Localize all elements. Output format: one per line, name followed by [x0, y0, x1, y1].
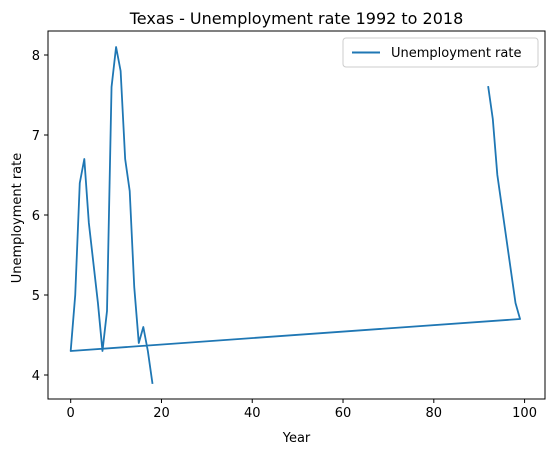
y-tick-label: 5 — [32, 289, 40, 304]
plot-area-frame — [47, 30, 546, 400]
x-axis-ticks: 0 20 40 60 80 100 — [67, 399, 537, 421]
y-tick-label: 6 — [32, 209, 40, 224]
y-axis-ticks: 4 5 6 7 8 — [32, 49, 48, 384]
chart-title: Texas - Unemployment rate 1992 to 2018 — [129, 9, 464, 28]
legend: Unemployment rate — [342, 37, 539, 68]
y-tick-label: 7 — [32, 129, 40, 144]
x-tick-label: 100 — [512, 406, 537, 421]
x-tick-label: 40 — [244, 406, 261, 421]
legend-box — [342, 37, 539, 68]
legend-label-unemployment-rate: Unemployment rate — [391, 46, 521, 61]
y-axis-label: Unemployment rate — [10, 153, 25, 283]
series-layer — [69, 46, 521, 385]
y-tick-label: 8 — [32, 49, 40, 64]
x-tick-label: 80 — [426, 406, 443, 421]
x-tick-label: 20 — [153, 406, 170, 421]
y-tick-label: 4 — [32, 369, 40, 384]
x-tick-label: 60 — [335, 406, 352, 421]
x-tick-label: 0 — [67, 406, 75, 421]
x-axis-label: Year — [282, 431, 311, 446]
series-line-unemployment-rate — [69, 46, 521, 385]
